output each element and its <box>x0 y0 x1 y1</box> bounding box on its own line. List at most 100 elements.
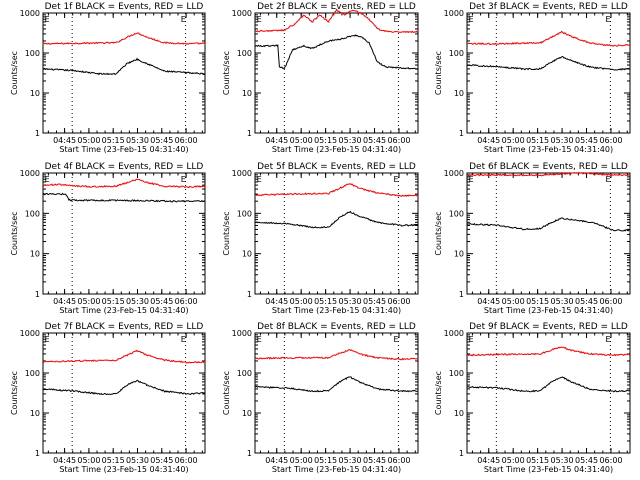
panel-8: Det 8f BLACK = Events, RED = LLD 1 10 100 10… <box>222 322 419 474</box>
x-tick-label: 05:15 <box>102 456 125 465</box>
x-tick-label: 06:00 <box>387 297 410 306</box>
y-tick-label: 1 <box>247 449 252 458</box>
x-tick-label: 06:00 <box>175 456 198 465</box>
events-series-line <box>466 217 631 232</box>
top-mark: E <box>257 335 262 344</box>
y-axis-label: Counts/sec <box>10 371 19 415</box>
x-tick-label: 05:00 <box>290 297 313 306</box>
y-tick-label: 1 <box>35 449 40 458</box>
y-axis-label: Counts/sec <box>222 211 231 255</box>
x-tick-label: 05:00 <box>77 297 100 306</box>
x-tick-label: 05:45 <box>575 297 598 306</box>
top-mark: E <box>45 175 50 184</box>
lld-series-line <box>467 30 631 47</box>
x-tick-label: 05:30 <box>339 297 362 306</box>
y-axis-label: Counts/sec <box>434 371 443 415</box>
x-axis-label: Start Time (23-Feb-15 04:31:40) <box>272 306 401 315</box>
x-tick-label: 05:30 <box>126 136 149 145</box>
x-axis-label: Start Time (23-Feb-15 04:31:40) <box>272 465 401 474</box>
plot-frame <box>42 172 206 295</box>
panel-title: Det 6f BLACK = Events, RED = LLD <box>469 162 628 172</box>
x-tick-label: 05:45 <box>363 136 386 145</box>
y-tick-label: 10 <box>30 250 40 259</box>
y-tick-label: 10 <box>242 250 252 259</box>
lld-series-line <box>42 349 206 364</box>
panel-title: Det 5f BLACK = Events, RED = LLD <box>257 162 416 172</box>
events-series-line <box>254 210 419 229</box>
x-tick-label: 04:45 <box>265 456 288 465</box>
lld-series-line <box>467 171 631 177</box>
x-tick-label: 05:15 <box>102 297 125 306</box>
y-tick-label: 1 <box>247 129 252 138</box>
top-mark: E <box>45 335 50 344</box>
x-tick-label: 05:30 <box>339 456 362 465</box>
lld-series-line <box>254 8 419 34</box>
y-tick-label: 100 <box>25 49 40 58</box>
top-mark: E <box>606 15 611 24</box>
events-series-line <box>254 34 419 70</box>
lld-series-line <box>42 32 206 45</box>
x-tick-label: 05:45 <box>363 297 386 306</box>
x-tick-label: 05:00 <box>502 136 525 145</box>
y-tick-label: 10 <box>30 89 40 98</box>
x-tick-label: 04:45 <box>477 297 500 306</box>
y-tick-label: 1000 <box>232 329 252 338</box>
y-tick-label: 100 <box>449 209 464 218</box>
plot-frame <box>466 12 631 134</box>
x-tick-label: 06:00 <box>175 136 198 145</box>
x-tick-label: 04:45 <box>53 136 76 145</box>
y-tick-label: 10 <box>454 250 464 259</box>
lld-series-line <box>254 349 418 361</box>
x-tick-label: 04:45 <box>477 456 500 465</box>
y-axis-label: Counts/sec <box>434 211 443 255</box>
y-tick-label: 10 <box>242 409 252 418</box>
x-tick-label: 05:15 <box>526 297 549 306</box>
x-tick-label: 05:30 <box>551 456 574 465</box>
lld-series-line <box>466 346 631 357</box>
top-mark: E <box>257 15 262 24</box>
top-mark: E <box>181 335 186 344</box>
plot-frame <box>42 12 206 134</box>
x-axis-label: Start Time (23-Feb-15 04:31:40) <box>59 465 188 474</box>
x-tick-label: 04:45 <box>53 297 76 306</box>
x-tick-label: 06:00 <box>599 136 622 145</box>
plot-frame <box>466 332 631 454</box>
y-axis-label: Counts/sec <box>222 371 231 415</box>
y-tick-label: 100 <box>25 369 40 378</box>
plot-frame <box>254 12 419 134</box>
x-tick-label: 06:00 <box>387 456 410 465</box>
x-tick-label: 05:30 <box>551 136 574 145</box>
y-tick-label: 100 <box>237 49 252 58</box>
x-tick-label: 05:15 <box>314 456 337 465</box>
x-axis-label: Start Time (23-Feb-15 04:31:40) <box>272 145 401 154</box>
panel-title: Det 4f BLACK = Events, RED = LLD <box>45 162 204 172</box>
top-mark: E <box>606 175 611 184</box>
events-series-line <box>42 192 206 203</box>
events-series-line <box>42 57 206 76</box>
x-tick-label: 05:15 <box>314 136 337 145</box>
x-tick-label: 05:15 <box>102 136 125 145</box>
x-tick-label: 06:00 <box>599 297 622 306</box>
events-series-line <box>466 55 631 71</box>
panel-title: Det 8f BLACK = Events, RED = LLD <box>257 322 416 332</box>
plot-frame <box>466 172 631 295</box>
y-tick-label: 1 <box>247 290 252 299</box>
x-tick-label: 05:30 <box>551 297 574 306</box>
x-tick-label: 05:45 <box>150 297 173 306</box>
x-tick-label: 05:45 <box>150 136 173 145</box>
lld-series-line <box>254 183 419 197</box>
panel-title: Det 9f BLACK = Events, RED = LLD <box>469 322 628 332</box>
panel-title: Det 7f BLACK = Events, RED = LLD <box>45 322 204 332</box>
y-tick-label: 1 <box>35 129 40 138</box>
y-axis-label: Counts/sec <box>434 51 443 95</box>
x-tick-label: 04:45 <box>477 136 500 145</box>
panel-7: Det 7f BLACK = Events, RED = LLD 1 10 100 10… <box>10 322 206 474</box>
y-tick-label: 1 <box>459 290 464 299</box>
x-tick-label: 05:30 <box>339 136 362 145</box>
x-tick-label: 04:45 <box>265 136 288 145</box>
x-tick-label: 05:00 <box>502 297 525 306</box>
y-tick-label: 1 <box>459 129 464 138</box>
x-axis-label: Start Time (23-Feb-15 04:31:40) <box>59 145 188 154</box>
events-series-line <box>42 379 206 396</box>
